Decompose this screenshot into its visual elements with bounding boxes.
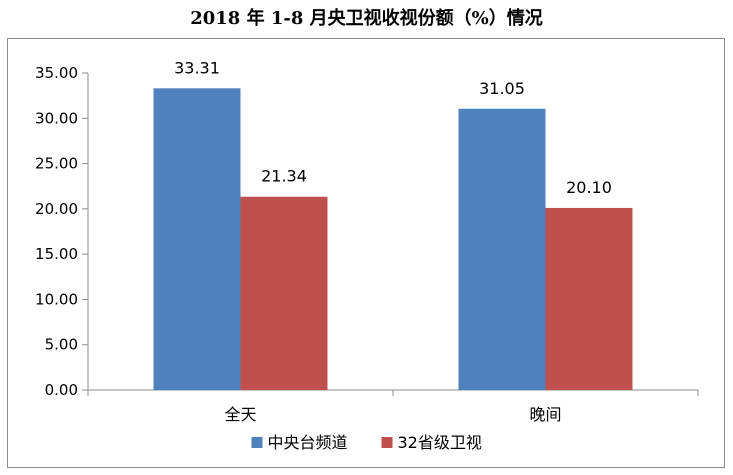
x-category-label: 全天 [224,405,256,424]
bar-cctv [153,88,241,390]
chart-data-labels: 33.31 21.34 31.05 20.10 [174,58,612,197]
y-tick-label: 25.00 [35,155,78,173]
y-tick-label: 10.00 [35,290,78,308]
legend-label: 中央台频道 [268,433,348,452]
chart-axes: 0.00 5.00 10.00 15.00 20.00 25.00 30.00 35.00 全天… [35,64,699,424]
chart-bars [153,88,633,391]
legend-swatch [251,437,263,448]
y-tick-label: 35.00 [35,64,78,82]
data-label: 33.31 [174,58,220,77]
bar-cctv [458,108,546,391]
data-label: 31.05 [479,79,525,98]
legend-label: 32省级卫视 [398,433,482,452]
y-tick-label: 20.00 [35,200,78,218]
y-tick-label: 30.00 [35,109,78,127]
chart-title: 2018 年 1-8 月央卫视收视份额（%）情况 [190,8,543,29]
x-category-label: 晚间 [529,405,561,424]
legend-swatch [381,437,393,448]
y-tick-label: 5.00 [45,336,78,354]
y-tick-label: 15.00 [35,245,78,263]
chart-frame [7,38,725,468]
data-label: 20.10 [566,178,612,197]
data-label: 21.34 [261,167,307,186]
bar-provincial [240,196,328,390]
y-tick-label: 0.00 [45,381,78,399]
chart-legend: 中央台频道 32省级卫视 [251,433,482,452]
bar-provincial [545,207,633,390]
